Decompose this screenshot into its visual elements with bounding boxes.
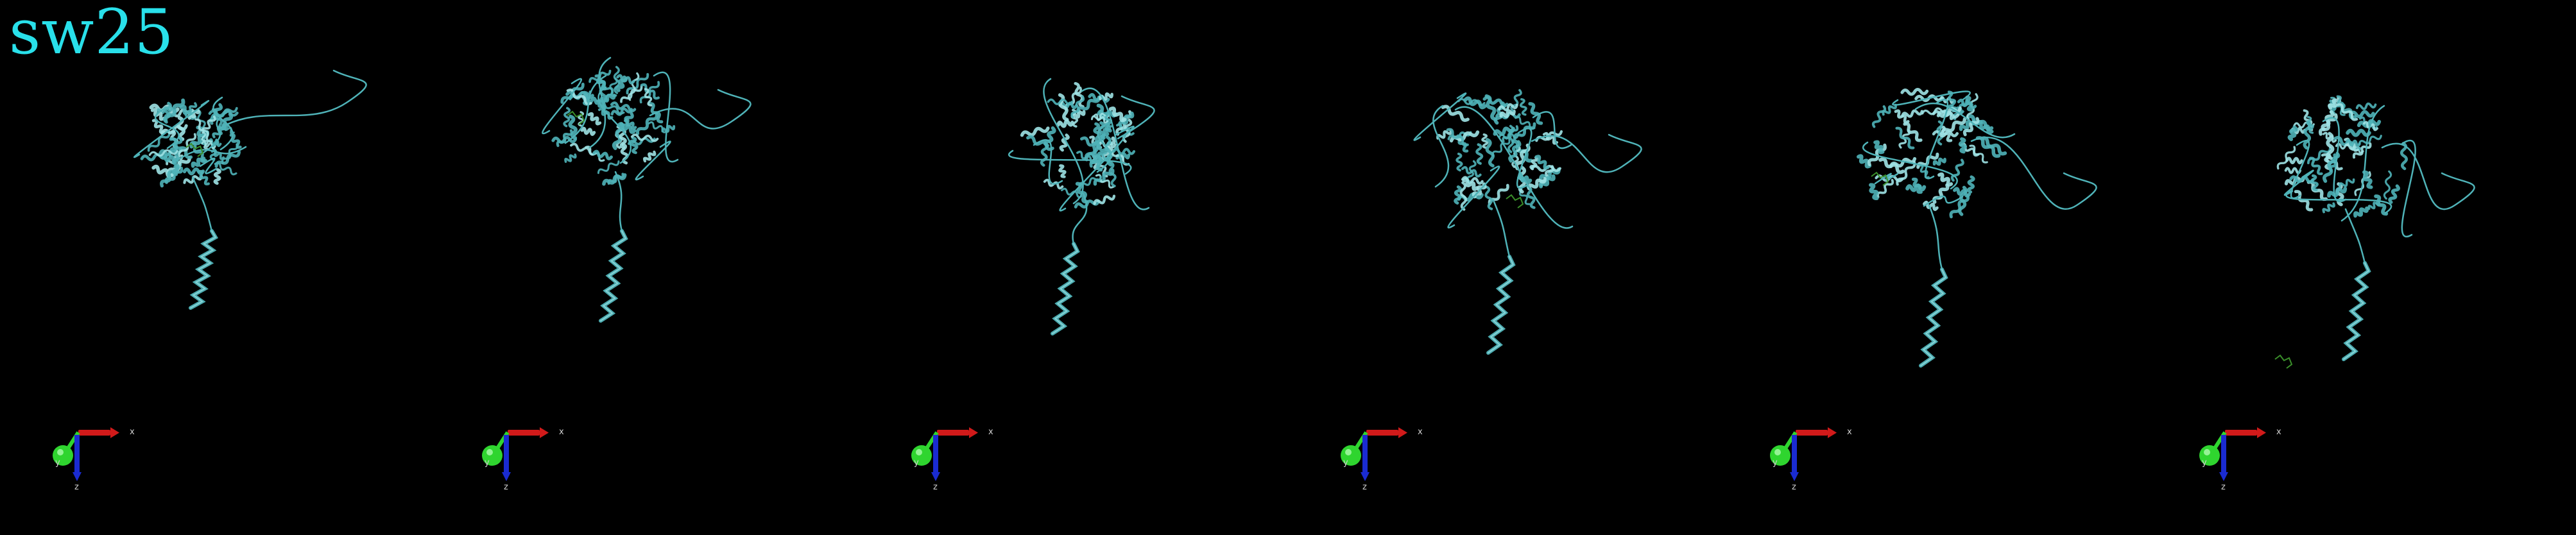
z-axis-label: z: [933, 482, 938, 492]
molecule-panel-1: x y z: [0, 0, 429, 535]
x-axis-label: x: [130, 427, 135, 437]
figure-title: sw25: [9, 0, 175, 68]
molecule-panel-4: x y z: [1288, 0, 1717, 535]
x-axis-label: x: [1418, 427, 1423, 437]
z-axis-label: z: [2221, 482, 2226, 492]
z-axis-label: z: [1362, 482, 1367, 492]
axes-indicator: x y z: [1333, 417, 1436, 500]
z-axis-arrow: [74, 435, 80, 472]
molecule-panel-3: x y z: [859, 0, 1288, 535]
y-axis-label: y: [1343, 458, 1348, 468]
z-axis-arrow: [1792, 435, 1797, 472]
ligand-6: [2274, 354, 2293, 369]
ligand-2: [567, 110, 585, 125]
y-axis-label: y: [1773, 458, 1778, 468]
molecule-panel-5: x y z: [1717, 0, 2147, 535]
x-axis-arrow: [1796, 430, 1828, 436]
x-axis-arrow: [1366, 430, 1398, 436]
molecule-panel-2: x y z: [429, 0, 859, 535]
ligand-5: [1871, 171, 1889, 186]
z-axis-arrow: [504, 435, 509, 472]
axes-indicator: x y z: [474, 417, 577, 500]
y-axis-label: y: [55, 458, 60, 468]
x-axis-arrow: [937, 430, 969, 436]
x-axis-label: x: [2276, 427, 2281, 437]
z-axis-arrow: [2221, 435, 2226, 472]
molecule-panel-6: x y z: [2147, 0, 2576, 535]
z-axis-arrow: [1362, 435, 1368, 472]
x-axis-arrow: [2225, 430, 2257, 436]
axes-indicator: x y z: [45, 417, 148, 500]
z-axis-label: z: [74, 482, 79, 492]
z-axis-label: z: [504, 482, 508, 492]
z-axis-label: z: [1792, 482, 1796, 492]
y-axis-label: y: [2202, 458, 2207, 468]
ligand-4: [1506, 194, 1524, 208]
protein-ribbon-4: [1413, 89, 1642, 355]
x-axis-arrow: [78, 430, 110, 436]
protein-ribbon-6: [2274, 95, 2475, 369]
axes-indicator: x y z: [2192, 417, 2294, 500]
protein-ribbon-1: [133, 69, 367, 310]
x-axis-label: x: [1847, 427, 1852, 437]
protein-ribbon-2: [542, 56, 751, 323]
y-axis-label: y: [485, 458, 490, 468]
x-axis-arrow: [508, 430, 540, 436]
x-axis-label: x: [988, 427, 993, 437]
protein-ribbon-5: [1857, 88, 2097, 368]
ligand-1: [185, 142, 204, 157]
y-axis-label: y: [914, 458, 919, 468]
axes-indicator: x y z: [1762, 417, 1865, 500]
protein-ribbon-3: [1008, 78, 1155, 335]
axes-indicator: x y z: [904, 417, 1006, 500]
z-axis-arrow: [933, 435, 938, 472]
x-axis-label: x: [559, 427, 564, 437]
